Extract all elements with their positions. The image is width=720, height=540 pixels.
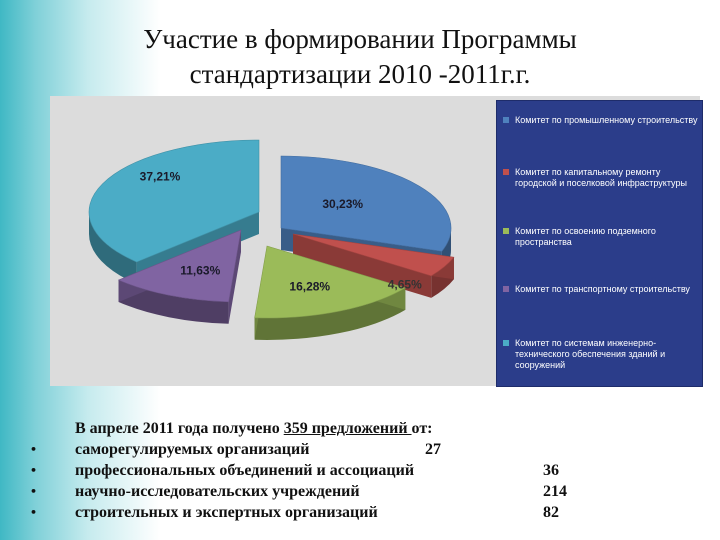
pie-slice-side (254, 287, 406, 340)
legend-label: Комитет по транспортному строительству (515, 284, 690, 294)
pie-slice (254, 245, 407, 340)
pie-chart: 30,23% 4,65% 16,28% 11,63% 37,21% (88, 139, 455, 340)
pie-slice-side (89, 212, 137, 284)
bullet: • (30, 443, 38, 456)
bullet: • (30, 485, 38, 498)
summary-row: • саморегулируемых организаций 27 (0, 440, 720, 460)
pie-slices (88, 139, 455, 340)
summary-row-label: профессиональных объединений и ассоциаци… (75, 462, 415, 479)
title-line-2: стандартизации 2010 -2011г.г. (189, 59, 531, 89)
legend-label: Комитет по капитальному ремонту городско… (515, 167, 687, 188)
legend-entry: Комитет по транспортному строительству (503, 284, 699, 295)
summary-block: В апреле 2011 года получено 359 предложе… (0, 416, 720, 536)
summary-row-count: 214 (543, 483, 567, 500)
pie-slice-top (88, 139, 260, 263)
legend-swatch (503, 286, 509, 292)
pie-slice-label: 37,21% (140, 170, 181, 184)
legend-swatch (503, 228, 509, 234)
legend-label: Комитет по промышленному строительству (515, 115, 698, 125)
summary-row-label: строительных и экспертных организаций (75, 504, 378, 521)
bullet: • (30, 464, 38, 477)
legend-swatch (503, 117, 509, 123)
title-line-1: Участие в формировании Программы (143, 24, 577, 54)
legend-entry: Комитет по системам инженерно-техническо… (503, 338, 699, 371)
pie-slice-label: 30,23% (322, 197, 363, 211)
pie-slice-top (254, 245, 407, 319)
summary-row-label: саморегулируемых организаций (75, 441, 310, 458)
pie-slice-side (118, 279, 229, 324)
pie-slice (117, 229, 242, 324)
summary-row: • научно-исследовательских учреждений 21… (0, 482, 720, 502)
legend-entry: Комитет по освоению подземного пространс… (503, 226, 699, 248)
summary-row-label: научно-исследовательских учреждений (75, 483, 360, 500)
pie-slice-top (280, 155, 452, 252)
summary-row-count: 27 (425, 441, 441, 458)
pie-slice-top (292, 233, 455, 277)
summary-intro: В апреле 2011 года получено 359 предложе… (75, 420, 433, 438)
legend-entry: Комитет по капитальному ремонту городско… (503, 167, 699, 189)
legend-entry: Комитет по промышленному строительству (503, 115, 699, 126)
legend-swatch (503, 169, 509, 175)
pie-slice-label: 16,28% (289, 279, 330, 293)
summary-row: • профессиональных объединений и ассоциа… (0, 461, 720, 481)
pie-slice-edge (228, 230, 241, 324)
summary-row-count: 82 (543, 504, 559, 521)
intro-from: от: (411, 420, 433, 437)
pie-slice-label: 11,63% (180, 263, 220, 277)
pie-slice-top (117, 229, 242, 303)
legend-label: Комитет по системам инженерно-техническо… (515, 338, 666, 370)
intro-text: В апреле 2011 года получено (75, 420, 284, 437)
slide-title: Участие в формировании Программы стандар… (110, 22, 610, 92)
summary-row-count: 36 (543, 462, 559, 479)
pie-slice-edge (293, 234, 432, 298)
summary-row: • строительных и экспертных организаций … (0, 503, 720, 523)
chart-legend: Комитет по промышленному строительству Ко… (496, 100, 703, 387)
legend-swatch (503, 340, 509, 346)
bullet: • (30, 506, 38, 519)
pie-slice-label: 4,65% (388, 277, 422, 291)
pie-slice (292, 233, 455, 298)
intro-proposals-count: 359 предложений (283, 420, 412, 437)
legend-label: Комитет по освоению подземного пространс… (515, 226, 656, 247)
